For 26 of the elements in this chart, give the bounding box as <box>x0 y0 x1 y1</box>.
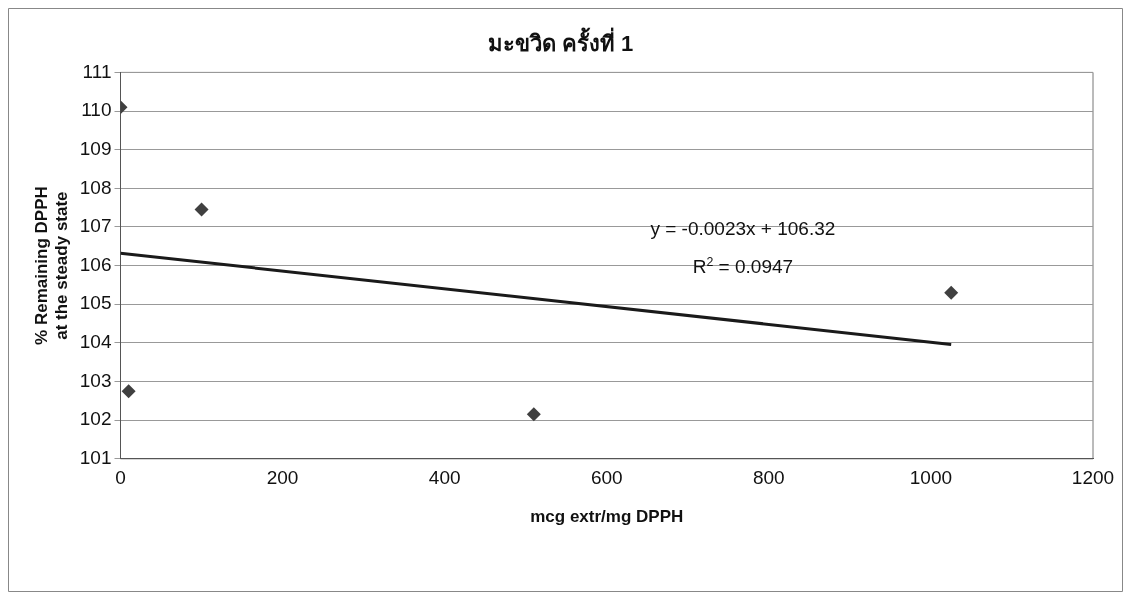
y-tick-label: 110 <box>81 99 112 121</box>
x-axis-title: mcg extr/mg DPPH <box>530 507 684 527</box>
point <box>944 285 959 300</box>
x-tick-label: 1000 <box>909 467 953 489</box>
x-tick-label: 1200 <box>1071 467 1115 489</box>
point <box>526 407 541 422</box>
annotation: y = -0.0023x + 106.32 <box>650 217 836 239</box>
y-tick-label: 105 <box>79 292 112 314</box>
y-tick-label: 104 <box>79 331 112 353</box>
y-tick-label: 103 <box>79 369 112 391</box>
x-tick-label: 800 <box>752 467 785 489</box>
y-tick-label: 109 <box>79 137 112 159</box>
x-tick-label: 400 <box>428 467 461 489</box>
x-tick-label: 200 <box>266 467 299 489</box>
y-tick-label: 101 <box>79 447 112 469</box>
point <box>121 384 136 399</box>
x-tick-label: 600 <box>590 467 623 489</box>
y-tick-label: 111 <box>82 60 112 82</box>
y-tick-label: 106 <box>79 253 112 275</box>
chart-title: มะขวิด ครั้งที่ 1 <box>487 27 634 57</box>
x-tick-label: 0 <box>115 467 126 489</box>
y-tick-label: 108 <box>79 176 112 198</box>
point <box>194 202 209 217</box>
y-tick-label: 107 <box>79 215 112 237</box>
y-axis-title: % Remaining DPPH at the steady state <box>31 186 72 345</box>
y-tick-label: 102 <box>79 408 112 430</box>
